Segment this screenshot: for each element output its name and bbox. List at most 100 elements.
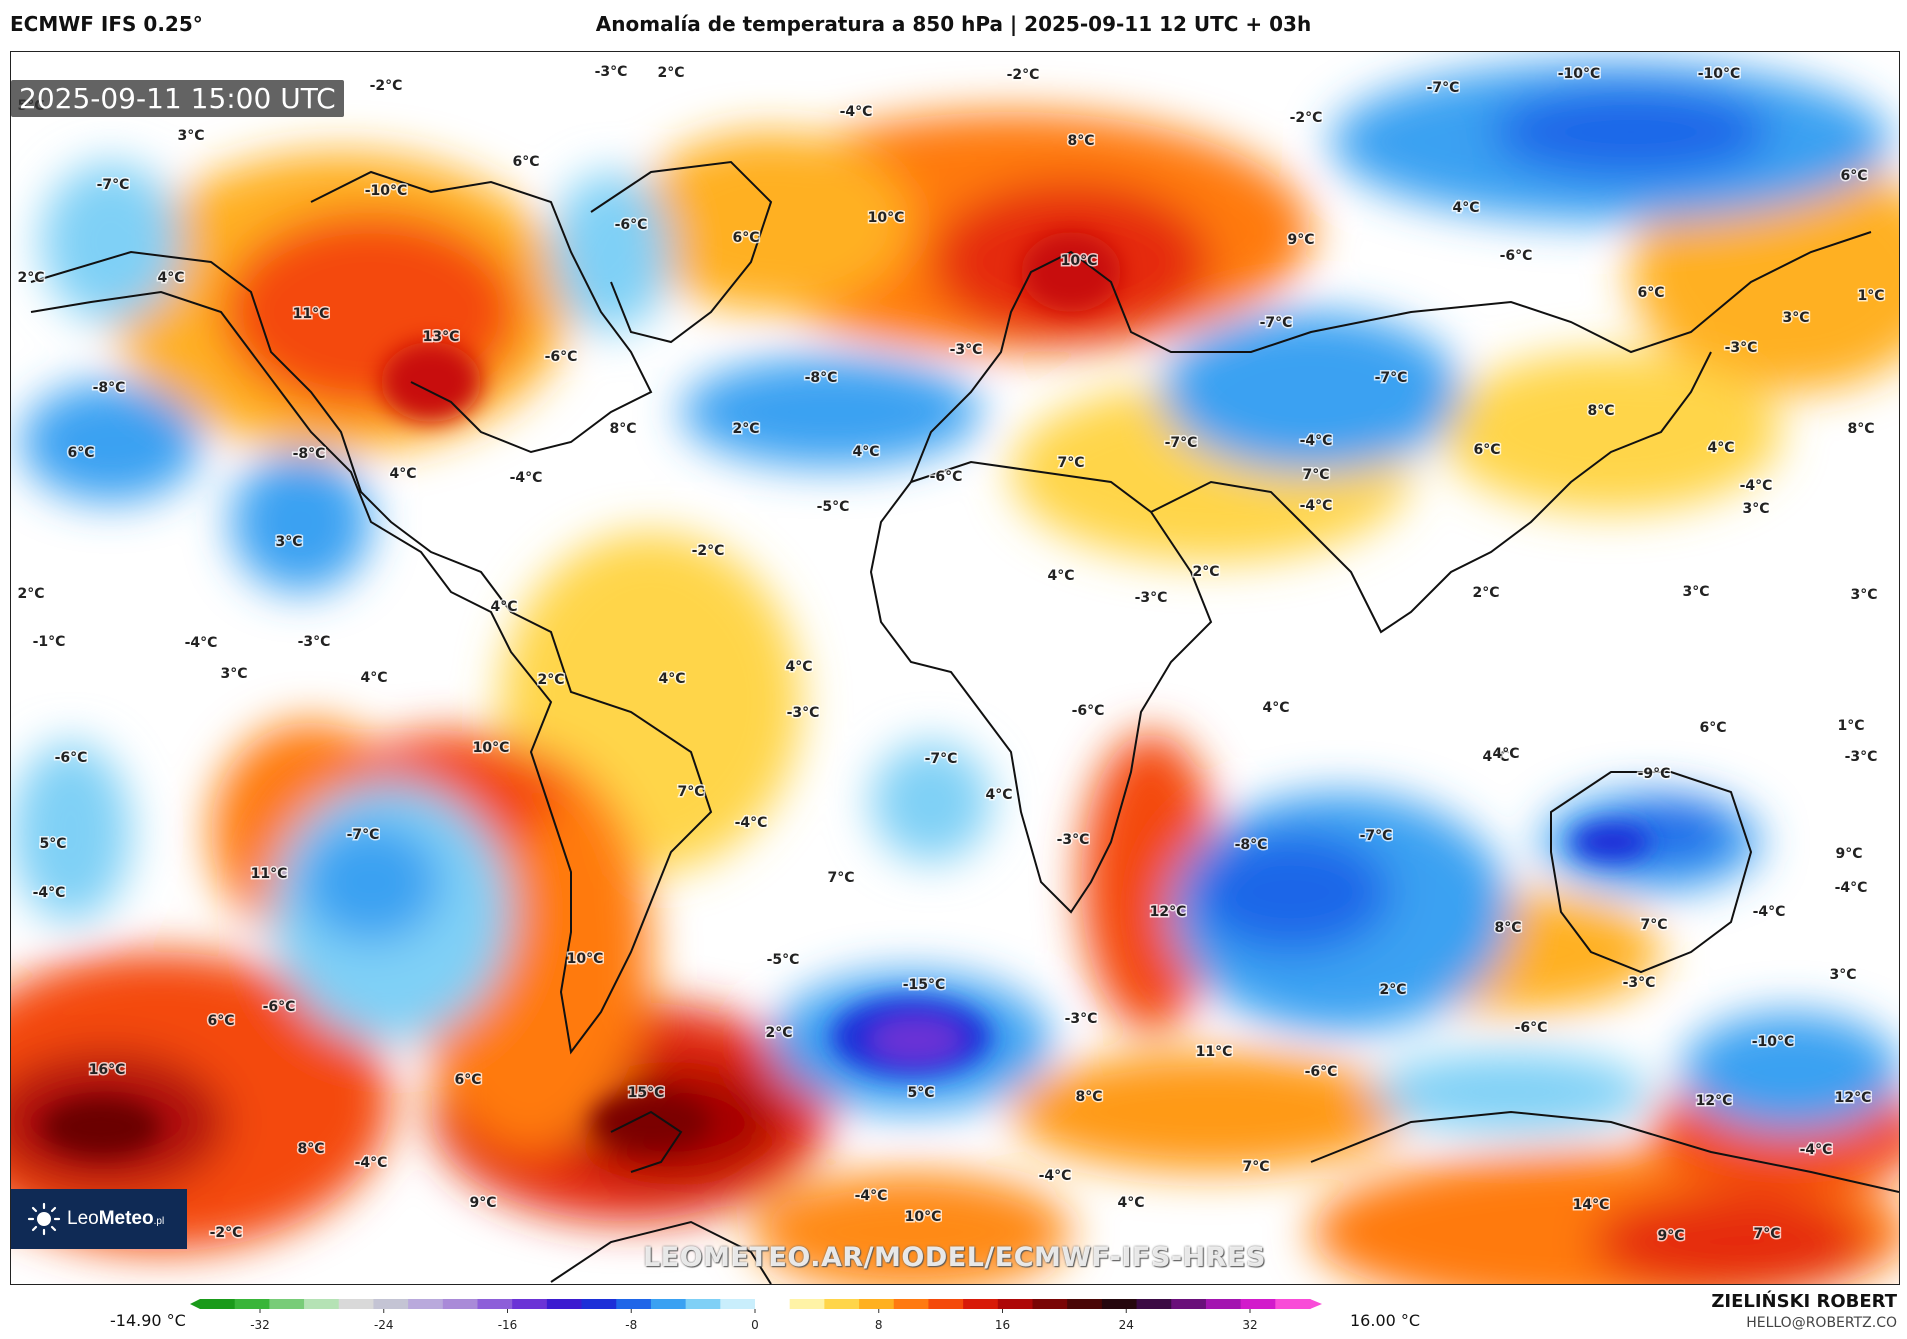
temperature-label: 13°C bbox=[423, 329, 460, 345]
temperature-label: 2°C bbox=[1472, 585, 1499, 601]
temperature-label: 10°C bbox=[473, 740, 510, 756]
temperature-label: -6°C bbox=[1515, 1020, 1548, 1036]
temperature-label: 8°C bbox=[609, 421, 636, 437]
temperature-label: -10°C bbox=[1698, 66, 1741, 82]
temperature-label: -15°C bbox=[903, 977, 946, 993]
temperature-label: 3°C bbox=[275, 534, 302, 550]
temperature-label: -2°C bbox=[1007, 67, 1040, 83]
temperature-label: 10°C bbox=[1061, 253, 1098, 269]
temperature-label: 2°C bbox=[657, 65, 684, 81]
temperature-label: 2°C bbox=[765, 1025, 792, 1041]
leometeo-logo[interactable]: LeoMeteo.pl bbox=[11, 1189, 187, 1249]
colorbar-tick-label: 24 bbox=[1119, 1318, 1134, 1332]
colorbar: -14.90 °C -32 -24 -16 -8 0 8 16 24 32 16.00 °C bbox=[0, 1295, 1907, 1339]
colorbar-swatch bbox=[1275, 1299, 1311, 1309]
temperature-label: 6°C bbox=[67, 445, 94, 461]
colorbar-swatch bbox=[616, 1299, 652, 1309]
logo-suffix: .pl bbox=[153, 1216, 165, 1227]
temperature-label: -3°C bbox=[787, 705, 820, 721]
temperature-label: -7°C bbox=[1375, 370, 1408, 386]
colorbar-swatch bbox=[234, 1299, 270, 1309]
temperature-label: 1°C bbox=[1857, 288, 1884, 304]
temperature-label: 9°C bbox=[469, 1195, 496, 1211]
temperature-label: -3°C bbox=[1623, 975, 1656, 991]
temperature-label: -4°C bbox=[735, 815, 768, 831]
colorbar-swatch bbox=[304, 1299, 340, 1309]
temperature-label: -5°C bbox=[817, 499, 850, 515]
colorbar-swatch bbox=[373, 1299, 409, 1309]
colorbar-swatch bbox=[512, 1299, 548, 1309]
temperature-label: -9°C bbox=[1638, 766, 1671, 782]
temperature-label: 6°C bbox=[512, 154, 539, 170]
temperature-label: 7°C bbox=[1302, 467, 1329, 483]
temperature-label: 7°C bbox=[1640, 917, 1667, 933]
temperature-label: 3°C bbox=[1682, 584, 1709, 600]
colorbar-swatch bbox=[1205, 1299, 1242, 1309]
temperature-label: 4°C bbox=[157, 270, 184, 286]
colorbar-swatch bbox=[477, 1299, 513, 1309]
temperature-label: 4°C bbox=[1492, 746, 1519, 762]
temperature-label: 7°C bbox=[677, 784, 704, 800]
temperature-label: 3°C bbox=[177, 128, 204, 144]
temperature-label: 4°C bbox=[852, 444, 879, 460]
temperature-label: 11°C bbox=[1196, 1044, 1233, 1060]
temperature-anomaly-map: -2°C -3°C 2°C -2°C -7°C -10°C -10°C 5°C 3°C -4°C 8… bbox=[11, 52, 1899, 1284]
colorbar-tick-label: 16 bbox=[995, 1318, 1010, 1332]
temperature-label: 4°C bbox=[360, 670, 387, 686]
colorbar-swatch bbox=[269, 1299, 305, 1309]
valid-time-badge: 2025-09-11 15:00 UTC bbox=[11, 80, 344, 117]
temperature-label: 4°C bbox=[1452, 200, 1479, 216]
colorbar-swatch bbox=[859, 1299, 895, 1309]
colorbar-swatch bbox=[685, 1299, 721, 1309]
temperature-label: -4°C bbox=[1300, 433, 1333, 449]
map-title: Anomalía de temperatura a 850 hPa | 2025… bbox=[595, 12, 1312, 36]
colorbar-left-arrow bbox=[190, 1299, 200, 1309]
colorbar-tick-label: -8 bbox=[625, 1318, 637, 1332]
temperature-label: 1°C bbox=[1837, 718, 1864, 734]
temperature-label: 2°C bbox=[732, 421, 759, 437]
temperature-label: -1°C bbox=[33, 634, 66, 650]
temperature-label: 3°C bbox=[220, 666, 247, 682]
colorbar-swatch bbox=[755, 1299, 791, 1309]
temperature-label: -4°C bbox=[33, 885, 66, 901]
colorbar-swatch bbox=[650, 1299, 687, 1309]
colorbar-right-arrow bbox=[1310, 1299, 1322, 1309]
temperature-label: 4°C bbox=[1262, 700, 1289, 716]
colorbar-tick-label: -16 bbox=[498, 1318, 518, 1332]
header-bar: ECMWF IFS 0.25° Anomalía de temperatura … bbox=[0, 0, 1907, 52]
colorbar-swatch bbox=[546, 1299, 583, 1309]
author-name: ZIELIŃSKI ROBERT bbox=[1711, 1291, 1897, 1312]
temperature-label: 8°C bbox=[1067, 133, 1094, 149]
colorbar-swatch bbox=[1067, 1299, 1103, 1309]
sun-icon bbox=[27, 1202, 61, 1236]
colorbar-swatch bbox=[1171, 1299, 1207, 1309]
temperature-label: -4°C bbox=[855, 1188, 888, 1204]
temperature-label: -4°C bbox=[1835, 880, 1868, 896]
map-panel[interactable]: -2°C -3°C 2°C -2°C -7°C -10°C -10°C 5°C 3°C -4°C 8… bbox=[10, 51, 1900, 1285]
temperature-label: 2°C bbox=[1379, 982, 1406, 998]
colorbar-max-label: 16.00 °C bbox=[1350, 1311, 1421, 1330]
map-value-labels: -2°C -3°C 2°C -2°C -7°C -10°C -10°C 5°C 3°C -4°C 8… bbox=[16, 63, 1886, 1246]
temperature-label: 16°C bbox=[89, 1062, 126, 1078]
temperature-label: -6°C bbox=[1500, 248, 1533, 264]
temperature-label: -5°C bbox=[767, 952, 800, 968]
temperature-label: -6°C bbox=[1072, 703, 1105, 719]
colorbar-tick-label: 8 bbox=[875, 1318, 883, 1332]
colorbar-tick-label: -24 bbox=[374, 1318, 394, 1332]
temperature-label: -7°C bbox=[1260, 315, 1293, 331]
colorbar-swatch bbox=[442, 1299, 479, 1309]
temperature-label: -2°C bbox=[210, 1225, 243, 1241]
temperature-label: 10°C bbox=[868, 210, 905, 226]
temperature-label: -8°C bbox=[1235, 837, 1268, 853]
temperature-label: 12°C bbox=[1696, 1093, 1733, 1109]
colorbar-tick-label: 32 bbox=[1242, 1318, 1257, 1332]
temperature-label: -4°C bbox=[1753, 904, 1786, 920]
temperature-label: -2°C bbox=[370, 78, 403, 94]
temperature-label: 8°C bbox=[1587, 403, 1614, 419]
colorbar-swatch bbox=[824, 1299, 860, 1309]
temperature-label: 5°C bbox=[39, 836, 66, 852]
temperature-label: -10°C bbox=[365, 183, 408, 199]
temperature-label: -7°C bbox=[1360, 828, 1393, 844]
temperature-label: -3°C bbox=[595, 64, 628, 80]
colorbar-scale: -32 -24 -16 -8 0 8 16 24 32 bbox=[190, 1299, 1322, 1332]
